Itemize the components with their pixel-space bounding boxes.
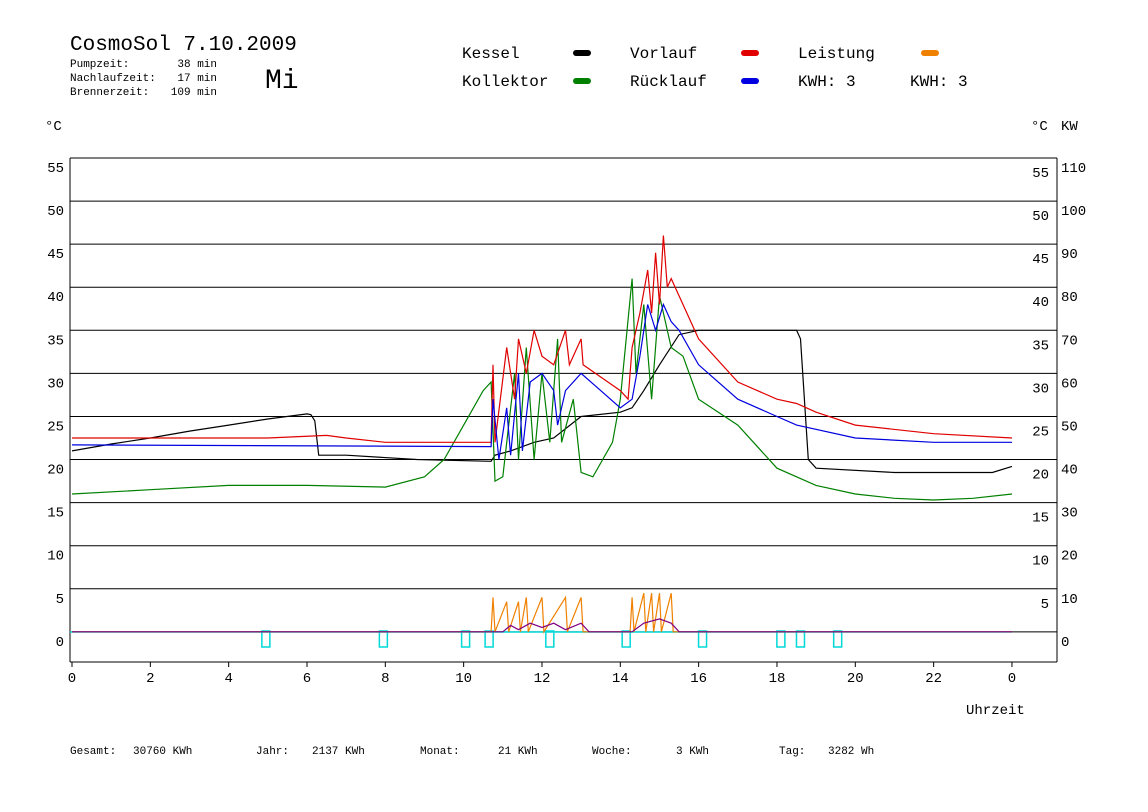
stat-value: 109 min: [171, 87, 217, 99]
x-tick-label: 10: [455, 671, 472, 687]
stat-value: 17 min: [177, 73, 217, 85]
y-right-tick-label: 5: [1041, 597, 1049, 613]
y-tick-label: 45: [47, 247, 64, 263]
y2-tick-label: 60: [1061, 376, 1078, 392]
y2-unit: °C: [1031, 119, 1048, 135]
kwh-label: KWH: 3: [798, 73, 856, 91]
stat-value: 38 min: [177, 59, 217, 71]
stat-label: Nachlaufzeit:: [70, 73, 156, 85]
y2-tick-label: 10: [1061, 592, 1078, 608]
x-tick-label: 0: [68, 671, 76, 687]
legend-label: Kessel: [462, 45, 520, 63]
total-value: 30760 KWh: [133, 746, 192, 758]
legend-label: Vorlauf: [630, 45, 697, 63]
y-tick-label: 30: [47, 376, 64, 392]
x-tick-label: 4: [224, 671, 232, 687]
legend-label: Rücklauf: [630, 73, 707, 91]
total-value: 3282 Wh: [828, 746, 874, 758]
kwh-label: KWH: 3: [910, 73, 968, 91]
total-label: Woche:: [592, 746, 632, 758]
y2-tick-label: 100: [1061, 204, 1086, 220]
pump-event: [697, 630, 708, 648]
total-label: Monat:: [420, 746, 460, 758]
y-tick-label: 55: [47, 161, 64, 177]
total-label: Jahr:: [256, 746, 289, 758]
y-tick-label: 20: [47, 463, 64, 479]
y-right-tick-label: 10: [1032, 554, 1049, 570]
total-value: 3 KWh: [676, 746, 709, 758]
pump-event: [378, 630, 389, 648]
pump-event: [261, 630, 271, 648]
total-value: 21 KWh: [498, 746, 538, 758]
y-right-tick-label: 30: [1032, 381, 1049, 397]
y-tick-label: 25: [47, 419, 64, 435]
y-tick-label: 40: [47, 290, 64, 306]
total-label: Tag:: [779, 746, 805, 758]
x-tick-label: 18: [769, 671, 786, 687]
x-tick-label: 2: [146, 671, 154, 687]
stat-label: Pumpzeit:: [70, 59, 129, 71]
y-tick-label: 15: [47, 506, 64, 522]
series-line: [72, 235, 1013, 443]
y-right-tick-label: 15: [1032, 511, 1049, 527]
pump-event: [795, 630, 806, 648]
y-tick-label: 50: [47, 204, 64, 220]
y2-tick-label: 20: [1061, 549, 1078, 565]
pump-event: [832, 630, 843, 648]
pump-event: [776, 630, 786, 648]
y2-unit: KW: [1061, 119, 1078, 135]
y2-tick-label: 0: [1061, 635, 1069, 651]
total-value: 2137 KWh: [312, 746, 365, 758]
y-right-tick-label: 50: [1032, 209, 1049, 225]
x-tick-label: 14: [612, 671, 629, 687]
y2-tick-label: 30: [1061, 506, 1078, 522]
legend-label: Leistung: [798, 45, 875, 63]
y-unit: °C: [45, 119, 62, 135]
y-right-tick-label: 40: [1032, 295, 1049, 311]
y-right-tick-label: 20: [1032, 468, 1049, 484]
pump-event: [621, 630, 631, 648]
x-tick-label: 6: [303, 671, 311, 687]
x-tick-label: 20: [847, 671, 864, 687]
y-tick-label: 35: [47, 333, 64, 349]
x-axis-label: Uhrzeit: [966, 703, 1025, 719]
pump-event: [545, 630, 555, 648]
x-tick-label: 22: [925, 671, 942, 687]
total-label: Gesamt:: [70, 746, 116, 758]
y-right-tick-label: 35: [1032, 338, 1049, 354]
x-tick-label: 0: [1008, 671, 1016, 687]
y2-tick-label: 40: [1061, 463, 1078, 479]
y-tick-label: 5: [56, 592, 64, 608]
y-right-tick-label: 25: [1032, 424, 1049, 440]
series-line: [71, 329, 1013, 474]
y-right-tick-label: 45: [1032, 252, 1049, 268]
y2-tick-label: 90: [1061, 247, 1078, 263]
y-tick-label: 10: [47, 549, 64, 565]
legend-label: Kollektor: [462, 73, 548, 91]
series-line: [71, 278, 1013, 501]
x-tick-label: 8: [381, 671, 389, 687]
y2-tick-label: 80: [1061, 290, 1078, 306]
stat-label: Brennerzeit:: [70, 87, 149, 99]
y-tick-label: 0: [56, 635, 64, 651]
y2-tick-label: 50: [1061, 419, 1078, 435]
pump-event: [484, 630, 494, 648]
y2-tick-label: 110: [1061, 161, 1086, 177]
day-label: Mi: [265, 66, 299, 97]
y2-tick-label: 70: [1061, 333, 1078, 349]
chart-title: CosmoSol 7.10.2009: [70, 34, 297, 57]
y-right-tick-label: 55: [1032, 166, 1049, 182]
series-line: [72, 618, 1012, 633]
x-tick-label: 12: [534, 671, 551, 687]
x-tick-label: 16: [690, 671, 707, 687]
series-line: [71, 302, 1012, 460]
series-line: [72, 592, 1012, 634]
pump-event: [460, 630, 471, 648]
